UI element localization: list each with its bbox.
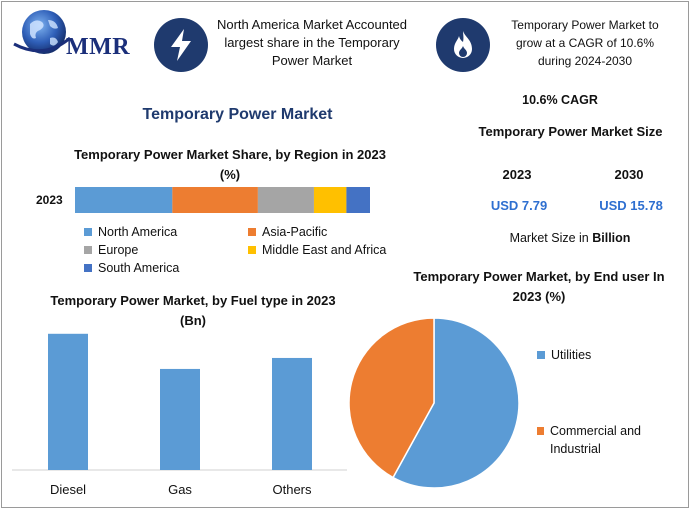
- unit-note-unit: Billion: [592, 231, 631, 245]
- mmr-logo: MMR: [10, 8, 140, 60]
- legend-label: Commercial and Industrial: [550, 424, 642, 456]
- legend-label: Europe: [98, 243, 139, 257]
- legend-swatch: [537, 351, 545, 359]
- year-end: 2030: [614, 167, 644, 182]
- year-start: 2023: [502, 167, 532, 182]
- fuel-tick-label: Gas: [168, 482, 192, 497]
- fuel-tick-label: Others: [272, 482, 312, 497]
- market-size-title: Temporary Power Market Size: [478, 124, 663, 139]
- region-bar-segment: [75, 187, 173, 213]
- legend-swatch: [537, 427, 544, 435]
- enduser-legend-item: Utilities: [537, 346, 677, 364]
- flame-badge: [436, 18, 490, 72]
- fuel-bar: [272, 357, 312, 470]
- unit-note-prefix: Market Size in: [509, 231, 593, 245]
- cagr-label: 10.6% CAGR: [522, 93, 598, 107]
- header-box1-text: North America Market Accounted largest s…: [216, 17, 408, 68]
- legend-swatch: [84, 264, 92, 272]
- globe-icon: [13, 10, 70, 54]
- legend-label: North America: [98, 225, 178, 239]
- region-chart-title: Temporary Power Market Share, by Region …: [74, 147, 386, 182]
- enduser-chart-title: Temporary Power Market, by End user In 2…: [413, 269, 665, 304]
- flame-icon: [454, 31, 472, 58]
- region-chart-category: 2023: [36, 193, 63, 207]
- logo-text: MMR: [66, 34, 131, 60]
- header-box2-text: Temporary Power Market to grow at a CAGR…: [511, 18, 659, 68]
- fuel-bar: [48, 333, 88, 470]
- region-legend-item: South America: [84, 261, 179, 275]
- region-legend-item: Europe: [84, 243, 138, 257]
- enduser-legend-item: Commercial and Industrial: [537, 422, 677, 458]
- pie-slice: [392, 317, 520, 489]
- region-legend-item: Middle East and Africa: [248, 243, 386, 257]
- legend-label: Utilities: [551, 348, 592, 362]
- unit-note: Market Size in Billion: [480, 231, 660, 245]
- legend-swatch: [248, 246, 256, 254]
- region-bar-segment: [313, 187, 347, 213]
- fuel-tick-label: Diesel: [50, 482, 86, 497]
- legend-label: South America: [98, 261, 180, 275]
- region-stacked-bar-chart: [75, 187, 370, 213]
- lightning-icon: [171, 29, 191, 61]
- legend-label: Asia-Pacific: [262, 225, 328, 239]
- legend-swatch: [248, 228, 256, 236]
- fuel-chart-title: Temporary Power Market, by Fuel type in …: [50, 293, 336, 328]
- value-end: USD 15.78: [599, 198, 663, 213]
- lightning-badge: [154, 18, 208, 72]
- pie-slice: [348, 317, 435, 479]
- value-start: USD 7.79: [490, 198, 548, 213]
- region-bar-segment: [346, 187, 370, 213]
- legend-label: Middle East and Africa: [262, 243, 387, 257]
- enduser-pie-chart: [348, 317, 520, 489]
- legend-swatch: [84, 228, 92, 236]
- region-bar-segment: [172, 187, 258, 213]
- fuel-bar: [160, 368, 200, 470]
- region-legend-item: North America: [84, 225, 177, 239]
- legend-swatch: [84, 246, 92, 254]
- fuel-bar-chart: Diesel Gas Others: [12, 333, 347, 497]
- page-title: Temporary Power Market: [142, 106, 333, 123]
- region-legend-item: Asia-Pacific: [248, 225, 327, 239]
- region-bar-segment: [257, 187, 314, 213]
